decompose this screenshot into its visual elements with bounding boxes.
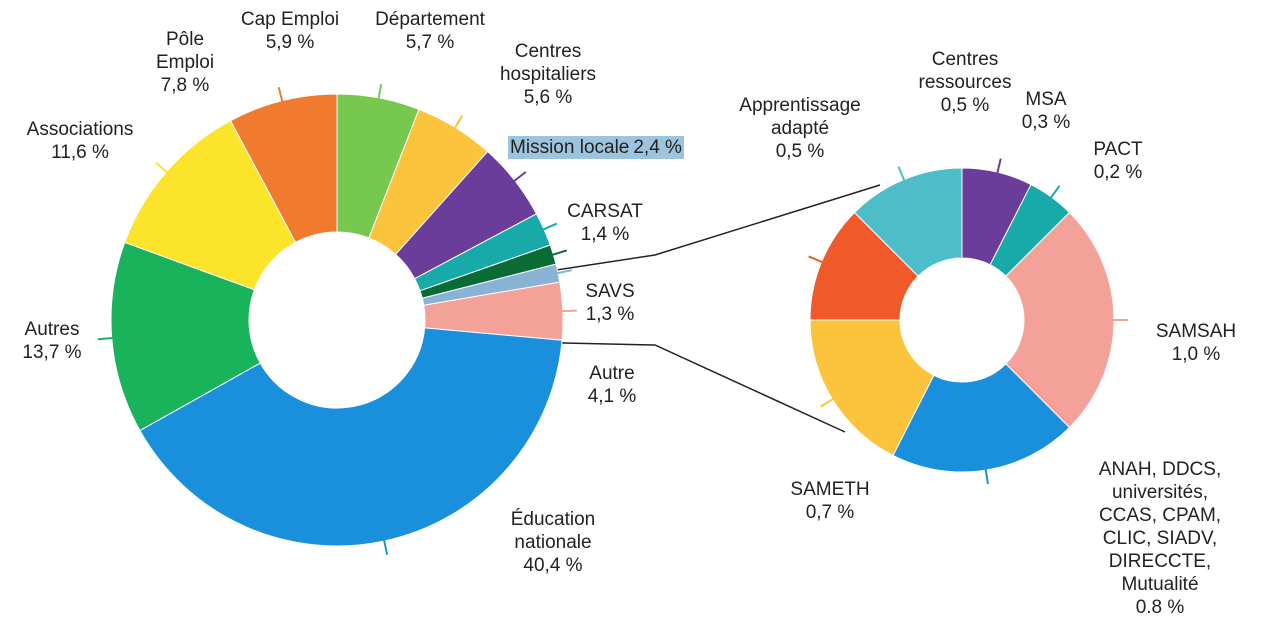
segment-label: Mission locale 2,4 % [508,136,684,159]
segment-label: SAMETH 0,7 % [790,478,869,524]
category-label: Apprentissage adapté [739,95,861,139]
category-label: SAVS [585,281,635,302]
category-label: Mission locale [508,136,632,159]
value-label: 0,5 % [940,95,990,116]
value-label: 0,7 % [805,502,855,523]
leader-line [382,536,389,555]
chart [97,83,1128,555]
segment-label: Autre 4,1 % [588,362,637,408]
category-label: Centres hospitaliers [499,41,597,85]
value-label: 0,2 % [1093,162,1143,183]
segment-label: PACT 0,2 % [1093,138,1142,184]
segment-label: Autres 13,7 % [22,318,81,364]
segment-label: SAMSAH 1,0 % [1156,320,1236,366]
segment-label: Centres hospitaliers 5,6 % [500,40,596,109]
category-label: Autre [589,363,635,384]
segment-label: Cap Emploi 5,9 % [241,8,339,54]
leader-line [558,309,577,313]
category-label: Département [375,9,485,30]
value-label: 7,8 % [160,75,210,96]
category-label: MSA [1025,89,1067,110]
value-label: 1,0 % [1171,344,1221,365]
donut-segment [892,363,1071,473]
value-label: 0.8 % [1135,597,1185,618]
category-label: Cap Emploi [240,9,340,30]
leader-line [452,114,464,132]
value-label: 5,6 % [523,87,573,108]
donut-segment [139,327,563,547]
category-label: SAMSAH [1155,321,1237,342]
value-label: 4,1 % [587,386,637,407]
segment-label: Éducation nationale 40,4 % [511,508,596,577]
segment-label: Centres ressources 0,5 % [919,48,1012,117]
value-label: 1,3 % [585,304,635,325]
leader-line [1048,185,1061,201]
leader-line [995,158,1002,177]
category-label: Autres [24,319,80,340]
leader-line [984,466,989,485]
value-label: 11,6 % [51,142,109,163]
value-label: 13,7 % [22,342,82,363]
segment-label: Apprentissage adapté 0,5 % [739,94,860,163]
value-label: 0,3 % [1021,112,1071,133]
value-label: 5,7 % [405,32,455,53]
category-label: ANAH, DDCS, universités, CCAS, CPAM, CLI… [1098,459,1222,595]
donut-segment [809,319,935,457]
category-label: Éducation nationale [510,509,596,553]
category-label: PACT [1093,139,1143,160]
leader-line [511,171,527,184]
segment-label: Associations 11,6 % [27,118,134,164]
leader-line [376,83,383,102]
donut-segment [110,241,261,432]
value-label: 5,9 % [265,32,315,53]
leader-line [553,269,572,275]
value-label: 40,4 % [523,555,583,576]
leader-line [277,86,285,105]
leader-line [819,396,837,408]
leader-line [97,336,116,341]
leader-line [539,222,558,232]
leader-line [808,255,826,265]
leader-line [549,249,567,257]
segment-label: MSA 0,3 % [1022,88,1071,134]
segment-label: CARSAT 1,4 % [567,200,643,246]
segment-label: SAVS 1,3 % [585,280,634,326]
donut-segment [853,167,963,277]
page: Cap Emploi 5,9 % Département 5,7 % Centres h… [22,8,1236,618]
leader-line [155,161,171,176]
donut-segment [1005,211,1115,429]
category-label: SAMETH [790,479,870,500]
category-label: CARSAT [567,201,643,222]
segment-label: Pôle Emploi 7,8 % [156,28,214,97]
donut-segment [229,93,338,244]
value-label: 2,4 % [631,136,684,159]
value-label: 0,5 % [775,141,825,162]
category-label: Pôle Emploi [155,29,215,73]
category-label: Associations [26,119,134,140]
category-label: Centres ressources [918,49,1012,93]
leader-line [897,166,907,184]
segment-label: Département 5,7 % [375,8,485,54]
value-label: 1,4 % [580,224,630,245]
